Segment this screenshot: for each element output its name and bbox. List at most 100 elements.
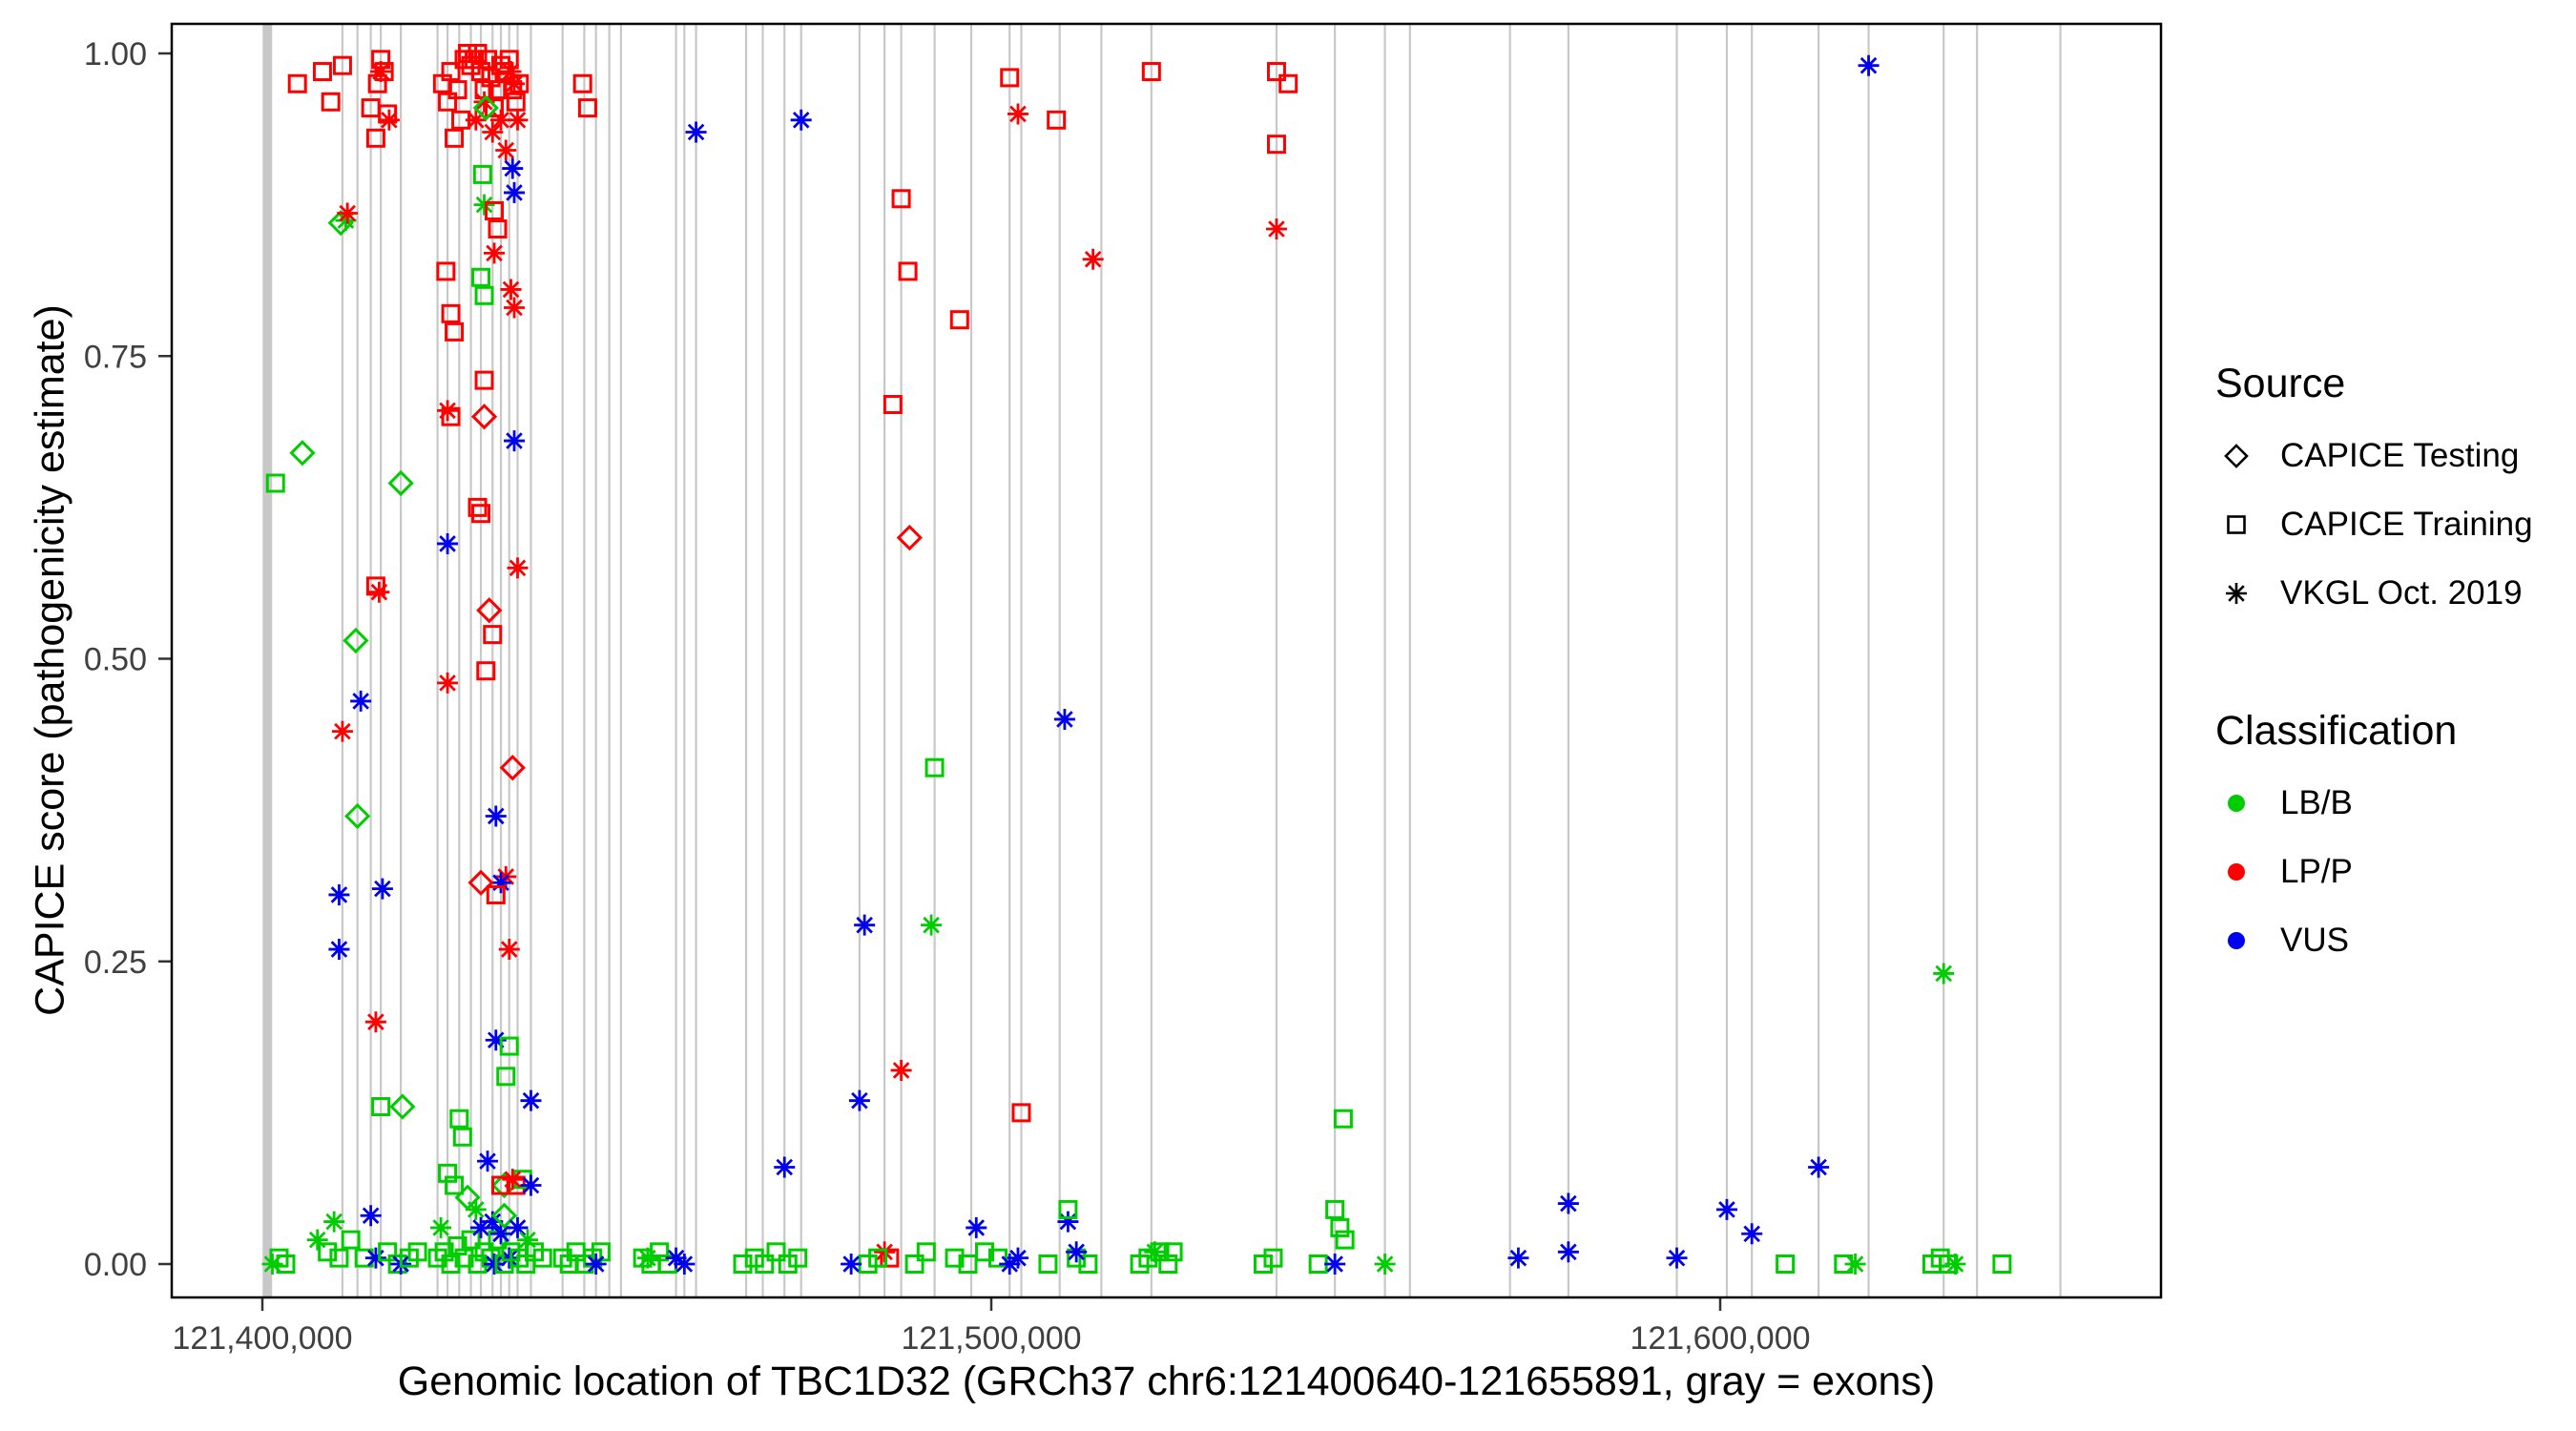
data-point: [364, 1247, 386, 1269]
data-point: [343, 627, 369, 654]
data-point: [520, 1089, 542, 1111]
data-point: [999, 1254, 1021, 1275]
data-point: [490, 1202, 518, 1229]
data-point: [474, 1242, 494, 1262]
data-point: [472, 164, 492, 184]
data-point: [966, 1216, 987, 1238]
data-point: [473, 194, 495, 216]
data-point: [499, 50, 519, 70]
data-point: [269, 1248, 289, 1268]
x-axis-title: Genomic location of TBC1D32 (GRCh37 chr6…: [397, 1358, 1936, 1404]
data-point: [471, 267, 491, 287]
data-point: [437, 532, 459, 554]
data-point: [1144, 1241, 1166, 1263]
data-point: [585, 1254, 607, 1275]
data-point: [452, 1127, 472, 1147]
asterisk-icon: [2226, 583, 2247, 604]
data-point: [344, 802, 371, 830]
data-point: [507, 109, 529, 131]
data-point: [476, 661, 496, 681]
legend-label: CAPICE Testing: [2280, 437, 2520, 474]
legend-source-title: Source: [2215, 361, 2346, 406]
data-point: [504, 297, 525, 319]
data-point: [1253, 1255, 1273, 1274]
data-point: [438, 92, 458, 112]
data-point: [485, 98, 505, 118]
data-point: [364, 1011, 386, 1033]
data-point: [434, 1242, 454, 1262]
data-point: [484, 242, 506, 264]
legend-item-vkgl: VKGL Oct. 2019: [2215, 559, 2533, 628]
data-point: [482, 1211, 504, 1233]
data-point: [1082, 248, 1104, 270]
data-point: [474, 370, 494, 390]
data-point: [472, 94, 499, 121]
data-point: [788, 1248, 808, 1268]
data-point: [1844, 1254, 1866, 1275]
data-point: [1038, 1255, 1058, 1274]
legend-gap: [2215, 628, 2533, 708]
data-point: [470, 1216, 492, 1238]
data-point: [370, 61, 392, 83]
data-point: [507, 557, 529, 579]
data-point: [733, 1255, 753, 1274]
data-point: [1141, 62, 1161, 82]
data-point: [289, 440, 316, 467]
data-point: [481, 68, 501, 88]
data-point: [552, 1248, 572, 1268]
data-point: [1557, 1192, 1579, 1214]
data-point: [1007, 1247, 1028, 1269]
data-point: [350, 690, 372, 712]
data-point: [1278, 73, 1298, 93]
data-point: [447, 80, 467, 100]
data-point: [1330, 1217, 1350, 1237]
data-point: [441, 303, 461, 323]
data-point: [1266, 62, 1286, 82]
data-point: [1324, 1254, 1346, 1275]
axis-layer: 121,400,000 121,500,000 121,600,000 0.00 0.2…: [84, 36, 1811, 1357]
y-tick-label: 0.25: [84, 944, 147, 981]
x-tick-label: 121,500,000: [901, 1320, 1081, 1357]
legend-item-lbb: LB/B: [2215, 769, 2533, 838]
data-point: [1776, 1255, 1796, 1274]
data-point: [407, 1242, 427, 1262]
data-point: [1163, 1242, 1183, 1262]
legend-label: LP/P: [2280, 853, 2353, 890]
square-icon: [2227, 515, 2246, 534]
data-point: [1858, 54, 1880, 76]
data-point: [1666, 1247, 1688, 1269]
data-point: [365, 128, 385, 148]
data-point: [1047, 110, 1067, 130]
diamond-icon: [2224, 444, 2249, 468]
data-point: [471, 62, 491, 82]
data-point: [774, 1156, 796, 1178]
data-point: [441, 1255, 461, 1274]
data-point: [490, 1223, 512, 1245]
data-point: [499, 755, 526, 781]
data-point: [265, 473, 285, 493]
data-point: [467, 44, 488, 63]
data-point: [482, 121, 504, 143]
data-point: [504, 430, 525, 452]
data-point: [485, 1029, 507, 1051]
data-point: [454, 50, 474, 70]
data-point: [445, 128, 465, 148]
data-point: [312, 62, 332, 82]
data-point: [458, 44, 478, 63]
data-point: [975, 1242, 995, 1262]
data-point: [841, 1254, 862, 1275]
data-point: [490, 872, 512, 894]
data-point: [504, 73, 525, 94]
data-point: [916, 1242, 936, 1262]
data-point: [848, 1089, 870, 1111]
data-point: [328, 939, 350, 961]
x-tick-label: 121,600,000: [1630, 1320, 1810, 1357]
data-point: [674, 1254, 696, 1275]
data-points-layer: [261, 44, 2012, 1275]
data-point: [496, 1067, 516, 1087]
data-point: [485, 805, 507, 827]
data-point: [755, 1255, 775, 1274]
data-point: [465, 50, 485, 70]
data-point: [378, 1242, 398, 1262]
data-point: [921, 914, 943, 936]
